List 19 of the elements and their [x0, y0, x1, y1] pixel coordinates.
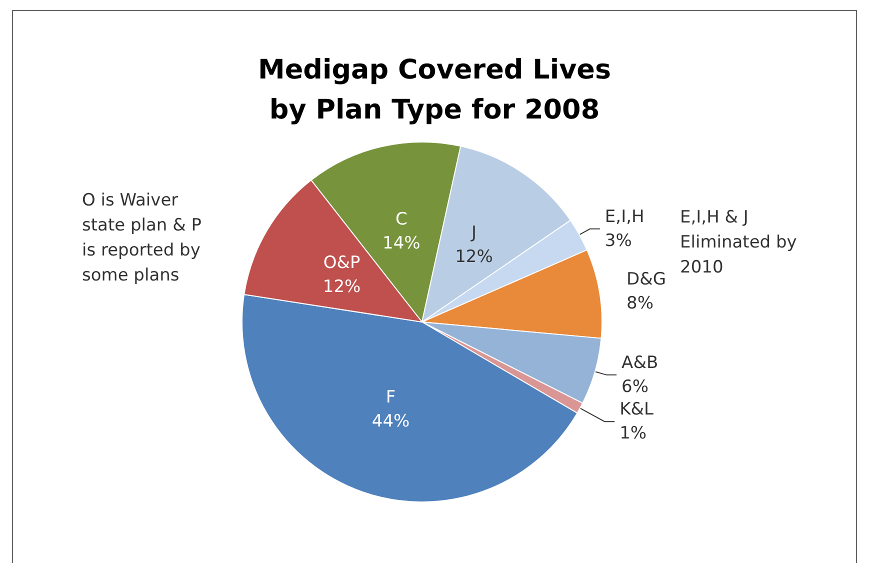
slice-label: O&P — [323, 252, 360, 273]
data-label: 12% — [455, 246, 493, 267]
text: O is Waiver state plan & P is reported by some plans — [82, 190, 202, 286]
slice-label: D&G — [626, 269, 666, 290]
slice-label: J — [470, 222, 477, 243]
data-label: 44% — [372, 412, 410, 432]
data-label: 8% — [626, 293, 654, 314]
slice-label: E,I,H — [604, 206, 644, 227]
data-label: 1% — [620, 424, 647, 444]
slice-label: C — [395, 209, 408, 230]
slice-label: A&B — [622, 352, 658, 373]
slice-label: K&L — [620, 400, 654, 420]
text: E,I,H & J Eliminated by 2010 — [680, 208, 797, 278]
data-label: 12% — [322, 276, 361, 297]
data-label: 3% — [604, 230, 632, 251]
data-label: 14% — [382, 233, 420, 254]
chart-title: Medigap Covered Lives by Plan Type for 2008 — [258, 54, 612, 126]
data-label: 6% — [622, 376, 649, 397]
slice-label: F — [386, 388, 396, 408]
